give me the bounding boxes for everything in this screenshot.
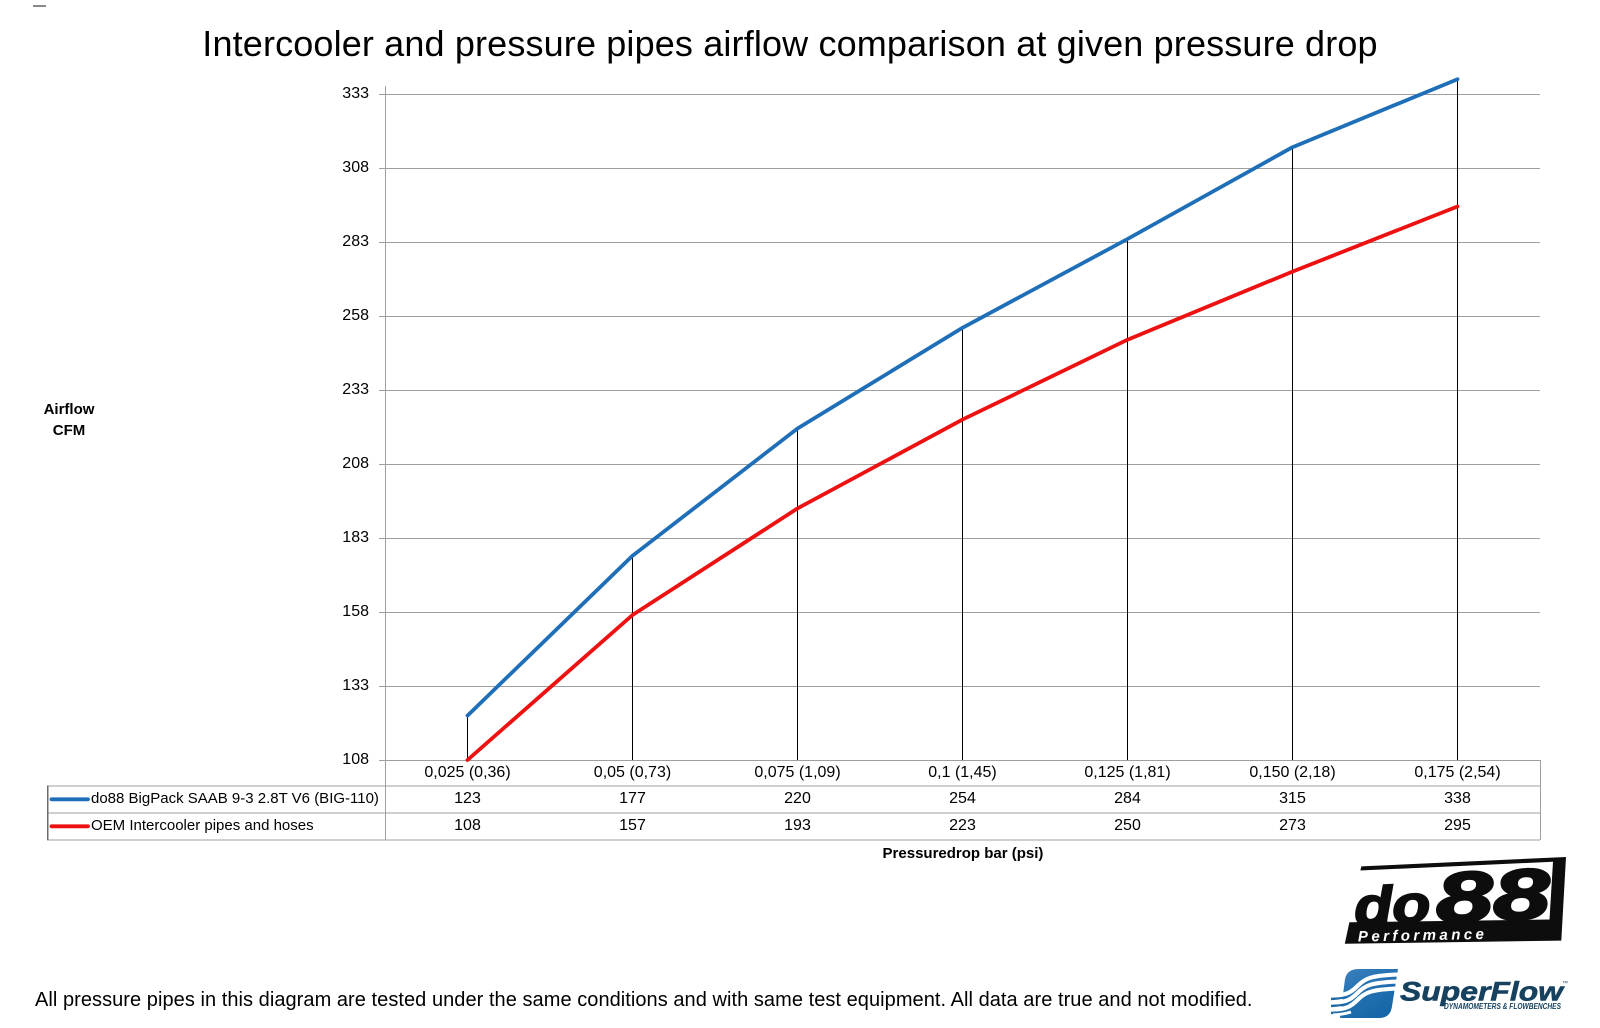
- svg-text:88: 88: [1434, 855, 1552, 939]
- svg-text:SuperFlow: SuperFlow: [1400, 976, 1565, 1006]
- svg-text:do: do: [1353, 875, 1432, 937]
- svg-text:™: ™: [1562, 980, 1568, 987]
- svg-text:DYNAMOMETERS & FLOWBENCHES: DYNAMOMETERS & FLOWBENCHES: [1444, 1001, 1561, 1011]
